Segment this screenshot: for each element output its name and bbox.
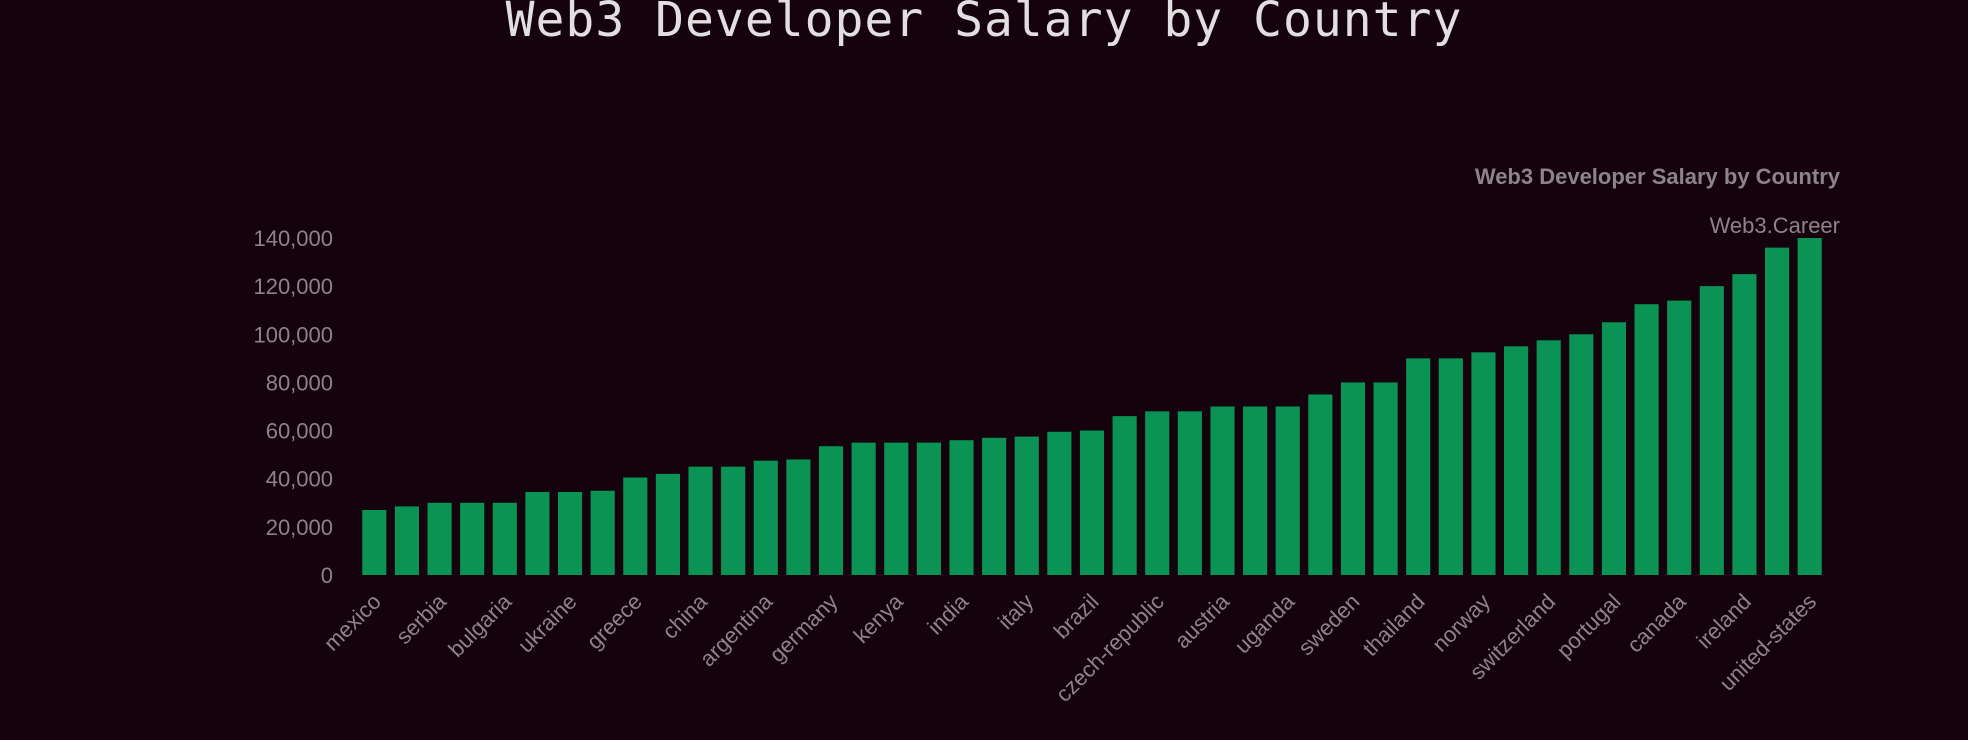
bar xyxy=(1047,431,1072,575)
bar xyxy=(1601,322,1627,575)
bar xyxy=(1177,411,1202,575)
x-tick-label: germany xyxy=(764,589,842,667)
x-tick-label: ukraine xyxy=(513,589,582,658)
bar xyxy=(1536,340,1561,575)
bar xyxy=(525,491,550,575)
bar-series xyxy=(362,238,1822,575)
bar xyxy=(1014,436,1039,575)
y-tick-label: 0 xyxy=(321,563,333,588)
bar xyxy=(427,502,452,575)
bar xyxy=(818,446,844,575)
bar xyxy=(1340,382,1366,575)
x-tick-label: argentina xyxy=(695,588,778,671)
bar xyxy=(655,473,680,575)
x-tick-label: china xyxy=(657,588,712,643)
bar xyxy=(1797,238,1822,575)
y-tick-label: 140,000 xyxy=(253,226,333,251)
bar xyxy=(1667,300,1692,575)
bar xyxy=(884,442,909,575)
bar xyxy=(1373,382,1398,575)
y-tick-label: 60,000 xyxy=(266,419,333,444)
bar xyxy=(492,502,517,575)
x-tick-label: uganda xyxy=(1230,588,1300,658)
x-tick-label: brazil xyxy=(1049,589,1104,644)
bar xyxy=(688,466,713,575)
bar xyxy=(1504,346,1529,575)
y-tick-label: 120,000 xyxy=(253,274,333,299)
bar xyxy=(786,459,811,575)
bar xyxy=(1406,358,1431,575)
bar xyxy=(1765,247,1790,575)
bar xyxy=(590,490,615,575)
x-tick-label: thailand xyxy=(1358,589,1430,661)
y-tick-label: 80,000 xyxy=(266,370,333,395)
bar xyxy=(916,442,941,575)
x-tick-label: austria xyxy=(1170,588,1235,653)
bar xyxy=(1145,411,1170,575)
bar xyxy=(1438,358,1463,575)
x-tick-label: italy xyxy=(993,589,1038,634)
x-tick-label: ireland xyxy=(1692,589,1756,653)
bar xyxy=(1569,334,1594,575)
x-tick-label: canada xyxy=(1622,588,1691,657)
y-tick-label: 100,000 xyxy=(253,322,333,347)
bar xyxy=(1243,406,1268,575)
bar xyxy=(1732,274,1757,575)
bar xyxy=(1210,406,1235,575)
bar xyxy=(851,442,876,575)
x-tick-label: portugal xyxy=(1552,589,1626,663)
bar xyxy=(557,491,583,575)
bar xyxy=(1699,286,1724,575)
bar xyxy=(1634,304,1659,575)
y-tick-label: 40,000 xyxy=(266,467,333,492)
x-tick-label: bulgaria xyxy=(443,588,517,662)
x-tick-label: greece xyxy=(582,589,647,654)
bar xyxy=(623,477,648,575)
bar xyxy=(460,502,485,575)
bar xyxy=(394,506,419,575)
bar xyxy=(753,460,778,575)
bar xyxy=(982,437,1007,575)
page-title: Web3 Developer Salary by Country xyxy=(505,0,1463,48)
bar xyxy=(949,440,974,575)
x-tick-label: sweden xyxy=(1293,589,1364,660)
bar xyxy=(721,466,746,575)
y-tick-label: 20,000 xyxy=(266,515,333,540)
bar xyxy=(1112,416,1137,575)
x-tick-label: india xyxy=(922,588,973,639)
chart-subtitle: Web3.Career xyxy=(1710,213,1840,238)
bar xyxy=(362,510,387,575)
x-tick-label: kenya xyxy=(849,588,909,648)
bar xyxy=(1308,394,1333,575)
bar xyxy=(1079,430,1105,575)
bar xyxy=(1275,406,1300,575)
y-axis: 0 20,000 40,000 60,000 80,000 100,000 120,000 1… xyxy=(253,226,333,588)
chart-title: Web3 Developer Salary by Country xyxy=(1475,164,1841,189)
x-tick-label: serbia xyxy=(391,588,452,649)
bar xyxy=(1471,352,1496,575)
x-tick-label: mexico xyxy=(319,589,386,656)
